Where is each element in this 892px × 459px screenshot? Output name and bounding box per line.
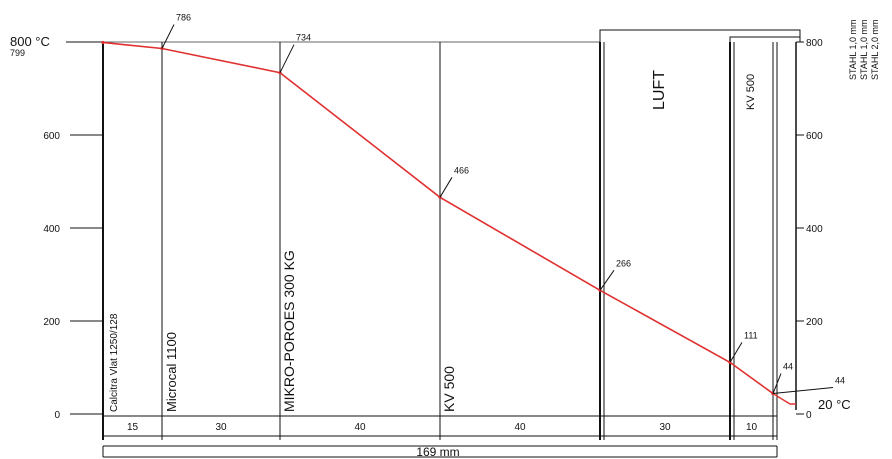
- data-point: [101, 40, 105, 45]
- cold-side-label: 20 °C: [818, 397, 851, 412]
- layer-name-label: Microcal 1100: [164, 332, 179, 412]
- right-tick-label: 0: [806, 410, 812, 421]
- point-value-label: 266: [616, 258, 631, 268]
- right-tick-label: 600: [806, 131, 823, 142]
- cold-tail-line: [772, 392, 796, 405]
- layer-thickness-label: 30: [215, 422, 227, 433]
- point-value-label: 44: [783, 362, 793, 372]
- point-leader-line: [279, 44, 295, 73]
- layer-thickness-label: 30: [659, 422, 671, 433]
- temperature-line: [102, 41, 774, 395]
- left-tick-label: 200: [43, 317, 60, 328]
- point-leader-line: [729, 342, 743, 363]
- point-leader-line: [772, 387, 834, 395]
- temperature-curve: [101, 40, 796, 405]
- layer-thickness-label: 40: [514, 422, 526, 433]
- point-value-label: 111: [744, 330, 758, 340]
- left-tick-label: 0: [54, 410, 60, 421]
- steel-layer-label: STAHL 1,0 mm: [859, 19, 869, 80]
- layer-name-label: MIKRO-POROES 300 KG: [281, 250, 297, 412]
- point-value-label: 799: [10, 48, 25, 58]
- right-tick-label: 400: [806, 224, 823, 235]
- steel-layer-label: STAHL 1,0 mm: [848, 19, 858, 80]
- left-tick-label: 600: [43, 131, 60, 142]
- point-value-label: 786: [176, 13, 191, 23]
- left-tick-label: 400: [43, 224, 60, 235]
- point-leader-line: [772, 373, 782, 394]
- right-tick-label: 200: [806, 317, 823, 328]
- layer-thickness-label: 40: [354, 422, 366, 433]
- axes: 0 200 400 600 800 °C 0 200 400 600 800 20 °C STAHL …: [10, 19, 880, 421]
- bracket-inner: [729, 36, 800, 42]
- point-value-label: 734: [296, 33, 311, 43]
- layer-name-label: KV 500: [441, 366, 457, 412]
- layer-name-label: KV 500: [745, 74, 757, 110]
- point-leader-line: [161, 24, 175, 49]
- hot-side-label: 800 °C: [10, 34, 50, 49]
- point-value-label: 44: [835, 376, 845, 386]
- layer-name-label: LUFT: [651, 70, 668, 110]
- total-length-label: 169 mm: [416, 445, 459, 459]
- point-labels: Calcitra Vlat 1250/128 15 Microcal 1100 30 M…: [10, 13, 845, 459]
- layer-name-label: Calcitra Vlat 1250/128: [109, 313, 120, 412]
- point-value-label: 466: [454, 165, 469, 175]
- point-leader-line: [599, 270, 615, 291]
- layer-thickness-label: 15: [127, 422, 139, 433]
- steel-layer-label: STAHL 2,0 mm: [870, 19, 880, 80]
- point-leader-line: [439, 177, 453, 198]
- layer-thickness-label: 10: [746, 422, 758, 433]
- layer-columns: [102, 42, 778, 440]
- bracket-outer: [599, 29, 801, 42]
- right-tick-label: 800: [806, 38, 823, 49]
- data-point: [160, 46, 164, 51]
